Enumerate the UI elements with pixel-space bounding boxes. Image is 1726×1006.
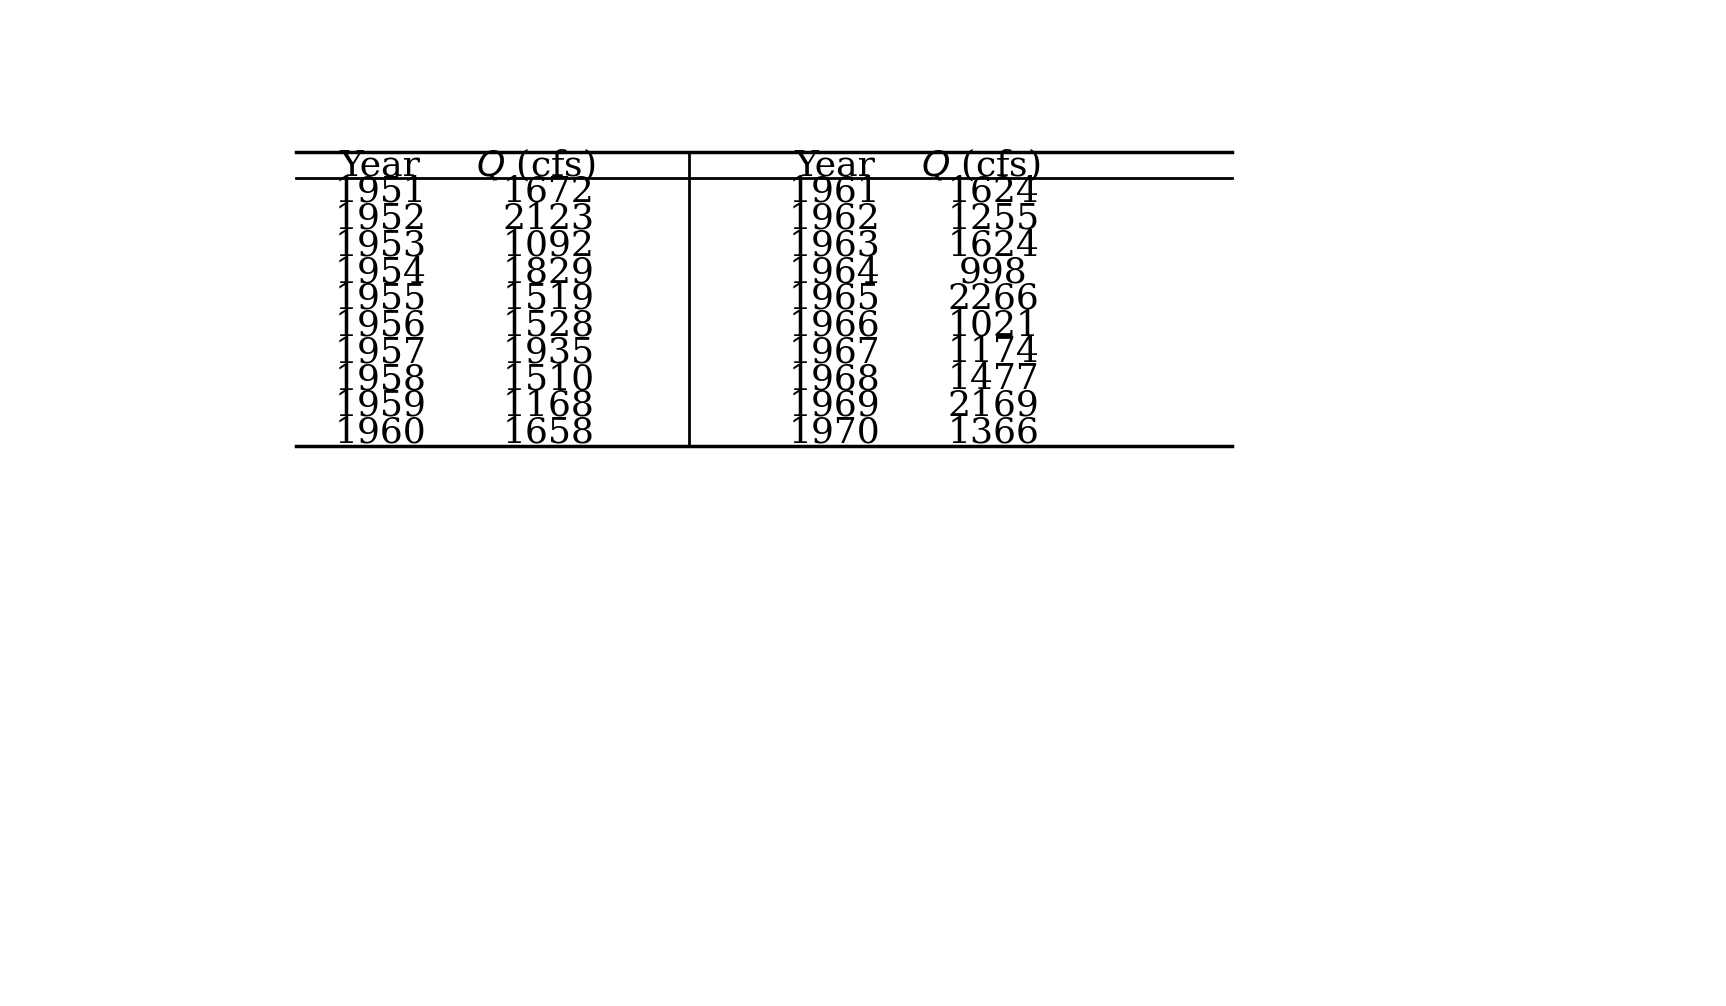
Text: 1935: 1935 (502, 335, 595, 369)
Text: 1958: 1958 (335, 362, 426, 396)
Text: 1510: 1510 (502, 362, 595, 396)
Text: 998: 998 (960, 256, 1029, 289)
Text: 1624: 1624 (948, 228, 1039, 263)
Text: 1021: 1021 (948, 309, 1039, 343)
Text: 1092: 1092 (502, 228, 595, 263)
Text: Year: Year (794, 148, 875, 182)
Text: 1956: 1956 (335, 309, 426, 343)
Text: $Q$ (cfs): $Q$ (cfs) (920, 147, 1041, 184)
Text: 1174: 1174 (948, 335, 1039, 369)
Text: 2266: 2266 (948, 282, 1039, 316)
Text: 1957: 1957 (335, 335, 426, 369)
Text: 1528: 1528 (502, 309, 595, 343)
Text: 1965: 1965 (789, 282, 880, 316)
Text: 1966: 1966 (789, 309, 880, 343)
Text: 1970: 1970 (789, 415, 880, 450)
Text: 1829: 1829 (502, 256, 595, 289)
Text: 1953: 1953 (335, 228, 426, 263)
Text: 1952: 1952 (335, 201, 426, 235)
Text: 1968: 1968 (789, 362, 880, 396)
Text: 1658: 1658 (502, 415, 595, 450)
Text: 1967: 1967 (789, 335, 880, 369)
Text: 1963: 1963 (789, 228, 880, 263)
Text: Year: Year (340, 148, 421, 182)
Text: 1477: 1477 (948, 362, 1039, 396)
Text: 1168: 1168 (502, 389, 595, 423)
Text: 1961: 1961 (789, 175, 880, 209)
Text: 1951: 1951 (335, 175, 426, 209)
Text: 1255: 1255 (948, 201, 1039, 235)
Text: 1964: 1964 (789, 256, 880, 289)
Text: 1959: 1959 (335, 389, 426, 423)
Text: 1969: 1969 (789, 389, 880, 423)
Text: 1519: 1519 (502, 282, 595, 316)
Text: 2169: 2169 (948, 389, 1039, 423)
Text: 2123: 2123 (502, 201, 595, 235)
Text: 1624: 1624 (948, 175, 1039, 209)
Text: 1366: 1366 (948, 415, 1039, 450)
Text: 1955: 1955 (335, 282, 426, 316)
Text: 1962: 1962 (789, 201, 880, 235)
Text: 1960: 1960 (335, 415, 426, 450)
Text: 1672: 1672 (502, 175, 595, 209)
Text: 1954: 1954 (335, 256, 426, 289)
Text: $Q$ (cfs): $Q$ (cfs) (476, 147, 595, 184)
